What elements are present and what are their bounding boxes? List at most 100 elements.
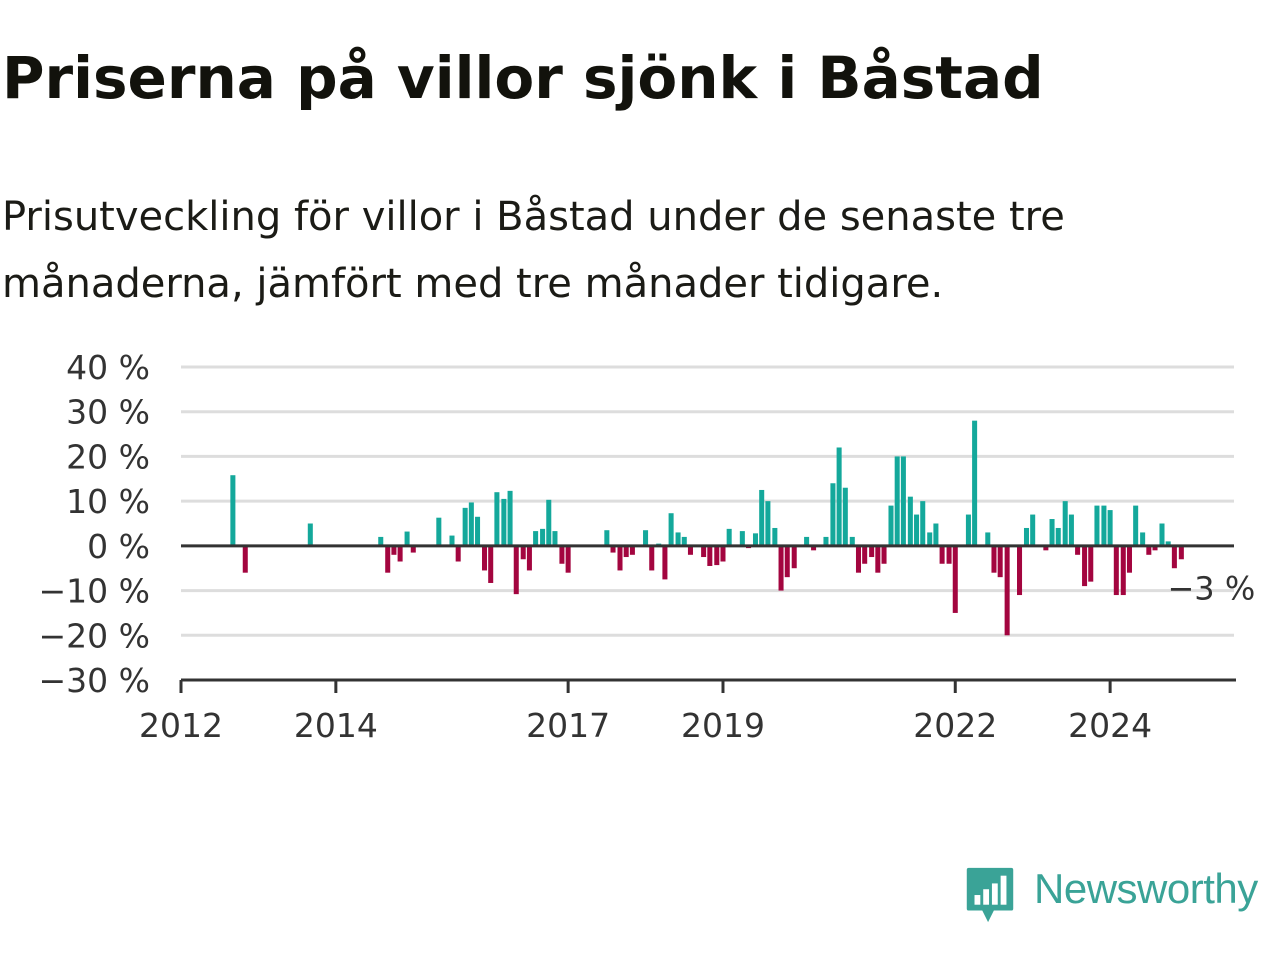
bars [230, 420, 1184, 636]
bar-positive [823, 536, 829, 546]
bar-negative [1043, 545, 1049, 551]
last-value-label: −3 % [1167, 569, 1255, 607]
bar-positive [468, 502, 474, 546]
bar-positive [552, 531, 558, 546]
bar-chart: 40 %30 %20 %10 %0 %−10 %−20 %−30 % 2012 2… [39, 348, 1256, 745]
y-axis-ticks: 40 % 30 % 20 % 10 % 0 % −10 % −20 % −30 % [39, 348, 151, 700]
x-tick-label: 2017 [526, 706, 610, 745]
bar-positive [752, 533, 759, 546]
bar-negative [629, 545, 635, 555]
bar-negative [242, 545, 248, 573]
bar-positive [972, 420, 978, 546]
bar-positive [726, 528, 732, 546]
bar-negative [520, 545, 526, 560]
bar-negative [1082, 545, 1088, 587]
bar-negative [385, 545, 391, 573]
bar-negative [881, 545, 887, 564]
bar-negative [1120, 545, 1126, 596]
bar-positive [681, 536, 687, 546]
y-tick-label: 10 % [66, 482, 150, 521]
x-axis: 2012 2014 2017 2019 2022 2024 [139, 678, 1236, 745]
bar-positive [888, 505, 894, 546]
bar-positive [927, 532, 933, 546]
bar-positive [739, 531, 745, 546]
bar-negative [784, 545, 790, 578]
bar-positive [436, 517, 442, 546]
bar-positive [540, 528, 546, 546]
bar-positive [546, 499, 552, 546]
bar-negative [1113, 545, 1119, 596]
bar-negative [1017, 545, 1023, 596]
bar-positive [1023, 527, 1030, 546]
bar-positive [1165, 541, 1171, 546]
bar-positive [675, 532, 681, 546]
bar-positive [985, 532, 991, 546]
bar-negative [1146, 545, 1152, 555]
bar-positive [836, 447, 842, 546]
bar-negative [869, 545, 875, 558]
bar-positive [462, 507, 468, 546]
bar-negative [559, 545, 565, 564]
bar-positive [643, 530, 649, 546]
bar-positive [449, 535, 455, 546]
bar-negative [455, 545, 461, 562]
bar-positive [907, 496, 913, 546]
bar-positive [307, 523, 313, 546]
chart-title: Priserna på villor sjönk i Båstad [2, 44, 1044, 112]
bar-negative [997, 545, 1003, 578]
chart-subtitle: Prisutveckling för villor i Båstad under… [2, 194, 1065, 307]
bar-negative [610, 545, 616, 553]
bar-positive [933, 523, 939, 546]
bar-positive [830, 483, 836, 546]
bar-positive [804, 536, 810, 546]
bar-positive [920, 501, 926, 546]
y-tick-label: −20 % [39, 616, 151, 655]
bar-positive [1094, 505, 1100, 546]
x-tick-label: 2014 [294, 706, 378, 745]
x-tick-label: 2019 [681, 706, 765, 745]
bar-positive [475, 516, 481, 546]
bar-negative [952, 545, 958, 613]
bar-positive [533, 531, 539, 546]
bar-negative [862, 545, 868, 564]
bar-positive [914, 514, 920, 546]
bar-negative [649, 545, 655, 571]
bar-negative [714, 545, 720, 566]
grid-lines [181, 365, 1234, 637]
bar-negative [565, 545, 571, 573]
bar-negative [875, 545, 881, 573]
x-tick-label: 2024 [1068, 706, 1152, 745]
bar-positive [404, 531, 410, 546]
bar-positive [1068, 514, 1074, 546]
y-tick-label: 30 % [66, 393, 150, 432]
bar-negative [855, 545, 861, 573]
newsworthy-logo-text: Newsworthy [1034, 865, 1258, 912]
bar-negative [778, 545, 784, 591]
bar-positive [894, 456, 900, 546]
bar-positive [501, 498, 507, 546]
bar-negative [701, 545, 707, 558]
bar-negative [1152, 545, 1158, 551]
bar-negative [811, 545, 817, 551]
bar-negative [687, 545, 693, 555]
x-tick-label: 2022 [913, 706, 997, 745]
bar-positive [1030, 514, 1036, 546]
bar-negative [482, 545, 488, 571]
bar-positive [772, 527, 778, 546]
bar-negative [1075, 545, 1081, 555]
y-tick-label: 20 % [66, 437, 150, 476]
bar-positive [765, 501, 771, 546]
bar-negative [617, 545, 623, 571]
bar-positive [900, 456, 906, 546]
bar-positive [1062, 501, 1068, 546]
bar-negative [707, 545, 713, 566]
bar-negative [410, 545, 416, 553]
y-tick-label: 0 % [87, 527, 150, 566]
bar-positive [494, 492, 500, 546]
bar-negative [1178, 545, 1184, 560]
bar-positive [842, 487, 848, 546]
y-tick-label: −30 % [39, 661, 151, 700]
bar-negative [720, 545, 726, 562]
bar-negative [1126, 545, 1132, 573]
bar-positive [1107, 510, 1113, 546]
